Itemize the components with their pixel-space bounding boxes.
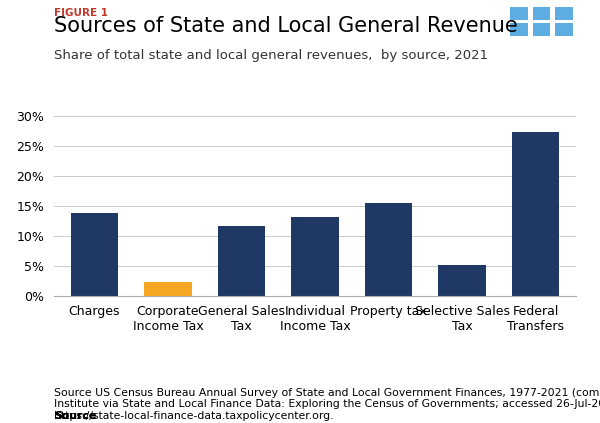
Bar bbox=[365, 203, 412, 296]
Text: Source US Census Bureau Annual Survey of State and Local Government Finances, 19: Source US Census Bureau Annual Survey of… bbox=[54, 388, 600, 421]
Text: Source US Census Bureau Annual Survey of State and Local Government Finances, 19: Source US Census Bureau Annual Survey of… bbox=[54, 388, 600, 421]
Text: Share of total state and local general revenues,  by source, 2021: Share of total state and local general r… bbox=[54, 49, 488, 62]
Bar bbox=[144, 282, 192, 296]
Text: TPC: TPC bbox=[525, 41, 558, 56]
Bar bbox=[218, 226, 265, 296]
Bar bbox=[533, 23, 550, 36]
Bar bbox=[533, 7, 550, 19]
Text: FIGURE 1: FIGURE 1 bbox=[54, 8, 108, 18]
Bar bbox=[555, 23, 573, 36]
Text: Source: Source bbox=[54, 411, 96, 421]
Text: Sources of State and Local General Revenue: Sources of State and Local General Reven… bbox=[54, 16, 518, 36]
Bar bbox=[512, 132, 559, 296]
Bar bbox=[510, 23, 528, 36]
Bar bbox=[71, 213, 118, 296]
Bar bbox=[291, 217, 339, 296]
Bar bbox=[555, 7, 573, 19]
Bar bbox=[510, 7, 528, 19]
Bar bbox=[438, 265, 486, 296]
Text: Source: Source bbox=[54, 411, 96, 421]
